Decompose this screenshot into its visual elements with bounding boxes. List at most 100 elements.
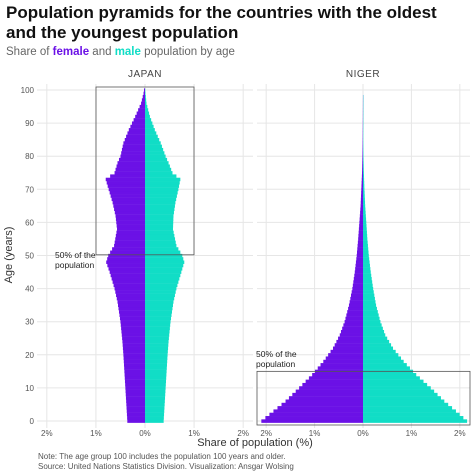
japan-female-bar-age-30: [120, 320, 145, 324]
niger-male-bar-age-24: [363, 339, 390, 344]
niger-female-bar-age-32: [346, 313, 363, 317]
niger-female-bar-age-0: [261, 419, 363, 423]
japan-male-bar-age-90: [145, 121, 153, 125]
japan-female-bar-age-72: [106, 181, 145, 185]
japan-female-bar-age-73: [105, 177, 145, 182]
japan-male-bar-age-6: [145, 399, 165, 403]
niger-x-tick-label: 0%: [357, 429, 369, 438]
japan-male-bar-age-39: [145, 290, 176, 294]
japan-male-bar-age-73: [145, 177, 181, 182]
japan-male-bar-age-14: [145, 373, 167, 377]
japan-female-bar-age-18: [123, 359, 145, 364]
niger-male-bar-age-18: [363, 359, 404, 364]
niger-female-bar-age-11: [302, 382, 363, 387]
japan-male-bar-age-19: [145, 356, 168, 360]
niger-male-bar-age-21: [363, 349, 396, 354]
japan-male-bar-age-35: [145, 303, 173, 308]
japan-annotation-label: population: [55, 260, 95, 270]
niger-female-bar-age-49: [356, 257, 363, 261]
japan-male-bar-age-89: [145, 124, 154, 129]
japan-male-bar-age-13: [145, 376, 167, 380]
japan-male-bar-age-61: [145, 217, 174, 221]
japan-male-bar-age-37: [145, 296, 175, 301]
niger-male-bar-age-79: [363, 157, 364, 162]
niger-male-bar-age-35: [363, 303, 377, 308]
japan-female-bar-age-51: [110, 250, 145, 255]
niger-female-bar-age-66: [360, 200, 363, 205]
japan-female-bar-age-0: [127, 419, 145, 423]
japan-female-bar-age-20: [123, 353, 145, 357]
japan-male-bar-age-51: [145, 250, 181, 255]
japan-male-bar-age-45: [145, 270, 182, 274]
japan-female-bar-age-26: [121, 333, 145, 337]
niger-male-bar-age-25: [363, 336, 388, 341]
niger-male-bar-age-27: [363, 329, 385, 334]
note-text: Note: The age group 100 includes the pop…: [38, 452, 286, 461]
niger-male-bar-age-63: [363, 210, 366, 215]
japan-female-bar-age-44: [110, 273, 145, 278]
japan-female-bar-age-50: [108, 253, 145, 258]
japan-female-bar-age-98: [142, 94, 145, 99]
japan-female-bar-age-2: [126, 412, 145, 417]
niger-male-bar-age-75: [363, 171, 364, 175]
niger-female-bar-age-70: [361, 187, 363, 192]
japan-female-bar-age-32: [119, 313, 145, 317]
japan-female-bar-age-70: [108, 187, 145, 192]
niger-female-bar-age-50: [356, 253, 363, 258]
japan-male-bar-age-64: [145, 207, 175, 212]
page-title: Population pyramids for the countries wi…: [6, 3, 437, 42]
y-axis-title: Age (years): [3, 227, 15, 284]
japan-female-bar-age-82: [121, 147, 145, 152]
japan-female-bar-age-22: [122, 346, 145, 351]
niger-male-bar-age-58: [363, 227, 367, 231]
niger-male-bar-age-71: [363, 184, 365, 188]
niger-female-bar-age-23: [334, 343, 363, 347]
japan-male-bar-age-77: [145, 164, 170, 168]
niger-female-bar-age-22: [332, 346, 363, 351]
niger-female-bar-age-20: [328, 353, 363, 357]
niger-male-bar-age-45: [363, 270, 371, 274]
niger-female-bar-age-7: [288, 396, 363, 400]
niger-male-bar-age-38: [363, 293, 375, 298]
japan-female-bar-age-71: [107, 184, 145, 188]
japan-male-bar-age-25: [145, 336, 169, 341]
niger-male-bar-age-41: [363, 283, 373, 288]
japan-female-bar-age-40: [114, 286, 145, 291]
japan-female-bar-age-8: [125, 392, 145, 397]
japan-female-bar-age-21: [123, 349, 145, 354]
subtitle-middle: and: [89, 46, 115, 58]
niger-male-bar-age-26: [363, 333, 386, 337]
niger-male-bar-age-54: [363, 240, 368, 245]
niger-male-bar-age-57: [363, 230, 367, 235]
niger-male-bar-age-39: [363, 290, 374, 294]
japan-male-bar-age-48: [145, 260, 185, 264]
japan-female-bar-age-33: [118, 310, 145, 314]
japan-female-bar-age-59: [116, 224, 145, 228]
japan-male-bar-age-96: [145, 101, 147, 106]
niger-male-bar-age-78: [363, 161, 364, 165]
japan-female-bar-age-45: [109, 270, 145, 274]
niger-male-bar-age-69: [363, 190, 365, 195]
niger-female-bar-age-21: [330, 349, 363, 354]
japan-female-bar-age-66: [112, 200, 145, 205]
y-tick-label: 80: [25, 152, 34, 161]
japan-male-bar-age-65: [145, 204, 175, 208]
niger-female-bar-age-46: [355, 267, 363, 271]
niger-male-bar-age-59: [363, 224, 367, 228]
japan-female-bar-age-39: [115, 290, 145, 294]
niger-female-bar-age-16: [317, 366, 363, 370]
subtitle: Share of female and male population by a…: [6, 46, 235, 58]
japan-female-bar-age-99: [143, 91, 145, 96]
niger-female-bar-age-3: [273, 409, 363, 413]
japan-male-bar-age-53: [145, 243, 177, 248]
japan-male-bar-age-54: [145, 240, 176, 245]
niger-male-bar-age-67: [363, 197, 365, 202]
japan-male-bar-age-94: [145, 108, 149, 112]
japan-male-bar-age-86: [145, 134, 158, 139]
japan-male-bar-age-50: [145, 253, 183, 258]
niger-female-bar-age-34: [348, 306, 363, 311]
niger-male-bar-age-44: [363, 273, 372, 278]
japan-female-bar-age-48: [106, 260, 145, 264]
niger-male-bar-age-8: [363, 392, 438, 397]
